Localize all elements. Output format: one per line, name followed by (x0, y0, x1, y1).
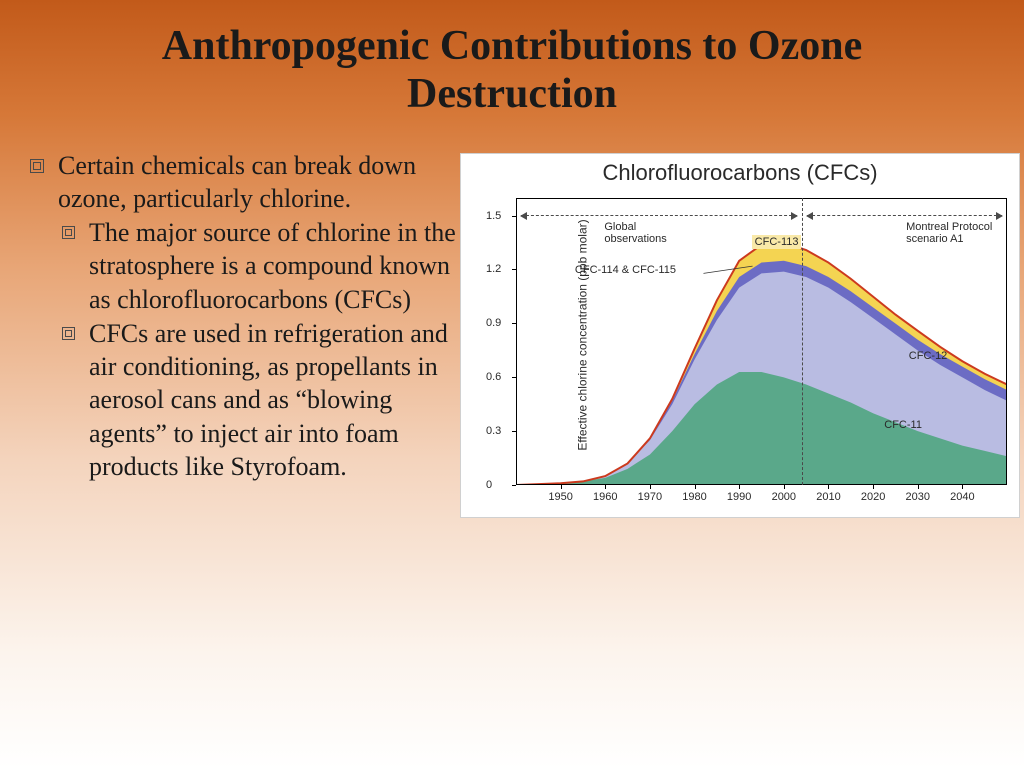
y-tick-mark (512, 323, 516, 324)
y-tick-mark (512, 377, 516, 378)
chart-column: Chlorofluorocarbons (CFCs) Effective chl… (460, 149, 1020, 518)
x-tick-label: 2030 (905, 491, 929, 503)
montreal-arrow (807, 215, 1003, 216)
x-tick-label: 1970 (638, 491, 662, 503)
bullet-sub-2: CFCs are used in refrigeration and air c… (62, 317, 460, 483)
chart-title: Chlorofluorocarbons (CFCs) (461, 160, 1019, 186)
x-tick-mark (784, 485, 785, 489)
y-tick-label: 0.6 (486, 371, 501, 383)
content-row: Certain chemicals can break down ozone, … (0, 129, 1024, 518)
bullet-icon (62, 327, 75, 340)
y-tick-label: 0.3 (486, 425, 501, 437)
y-tick-label: 0.9 (486, 317, 501, 329)
bullet-main-text: Certain chemicals can break down ozone, … (58, 149, 460, 216)
global-obs-label: Globalobservations (604, 221, 666, 245)
x-tick-label: 2000 (772, 491, 796, 503)
cfc113-label: CFC-113 (752, 235, 802, 249)
cfc114-label: CFC-114 & CFC-115 (575, 264, 676, 276)
cfc12-label: CFC-12 (909, 350, 948, 362)
montreal-label: Montreal Protocolscenario A1 (906, 221, 992, 245)
x-tick-label: 1950 (548, 491, 572, 503)
x-tick-mark (695, 485, 696, 489)
x-tick-mark (561, 485, 562, 489)
x-axis (516, 484, 1007, 485)
y-tick-label: 1.2 (486, 263, 501, 275)
x-tick-label: 2020 (861, 491, 885, 503)
x-tick-label: 2010 (816, 491, 840, 503)
x-tick-label: 1980 (682, 491, 706, 503)
cfc-chart: Chlorofluorocarbons (CFCs) Effective chl… (460, 153, 1020, 518)
cfc11-label: CFC-11 (884, 419, 922, 431)
x-tick-label: 1960 (593, 491, 617, 503)
bullet-sub-1: The major source of chlorine in the stra… (62, 216, 460, 316)
x-tick-label: 2040 (950, 491, 974, 503)
x-tick-mark (962, 485, 963, 489)
x-tick-mark (828, 485, 829, 489)
y-tick-mark (512, 216, 516, 217)
bullet-icon (62, 226, 75, 239)
global-obs-arrow (521, 215, 797, 216)
bullet-sub2-text: CFCs are used in refrigeration and air c… (89, 317, 460, 483)
x-tick-mark (650, 485, 651, 489)
x-tick-mark (739, 485, 740, 489)
y-tick-mark (512, 485, 516, 486)
y-axis (516, 198, 517, 485)
bullet-sub1-text: The major source of chlorine in the stra… (89, 216, 460, 316)
x-tick-mark (605, 485, 606, 489)
y-tick-mark (512, 431, 516, 432)
x-tick-label: 1990 (727, 491, 751, 503)
y-tick-label: 0 (486, 479, 492, 491)
bullet-icon (30, 159, 44, 173)
scenario-divider (802, 198, 803, 485)
bullet-main: Certain chemicals can break down ozone, … (30, 149, 460, 216)
plot-area: 00.30.60.91.21.5195019601970198019902000… (516, 198, 1007, 485)
slide-title: Anthropogenic Contributions to Ozone Des… (0, 0, 1024, 129)
top-axis (516, 198, 1007, 199)
y-tick-label: 1.5 (486, 210, 501, 222)
y-tick-mark (512, 269, 516, 270)
x-tick-mark (873, 485, 874, 489)
x-tick-mark (918, 485, 919, 489)
text-column: Certain chemicals can break down ozone, … (30, 149, 460, 518)
right-axis (1006, 198, 1007, 485)
